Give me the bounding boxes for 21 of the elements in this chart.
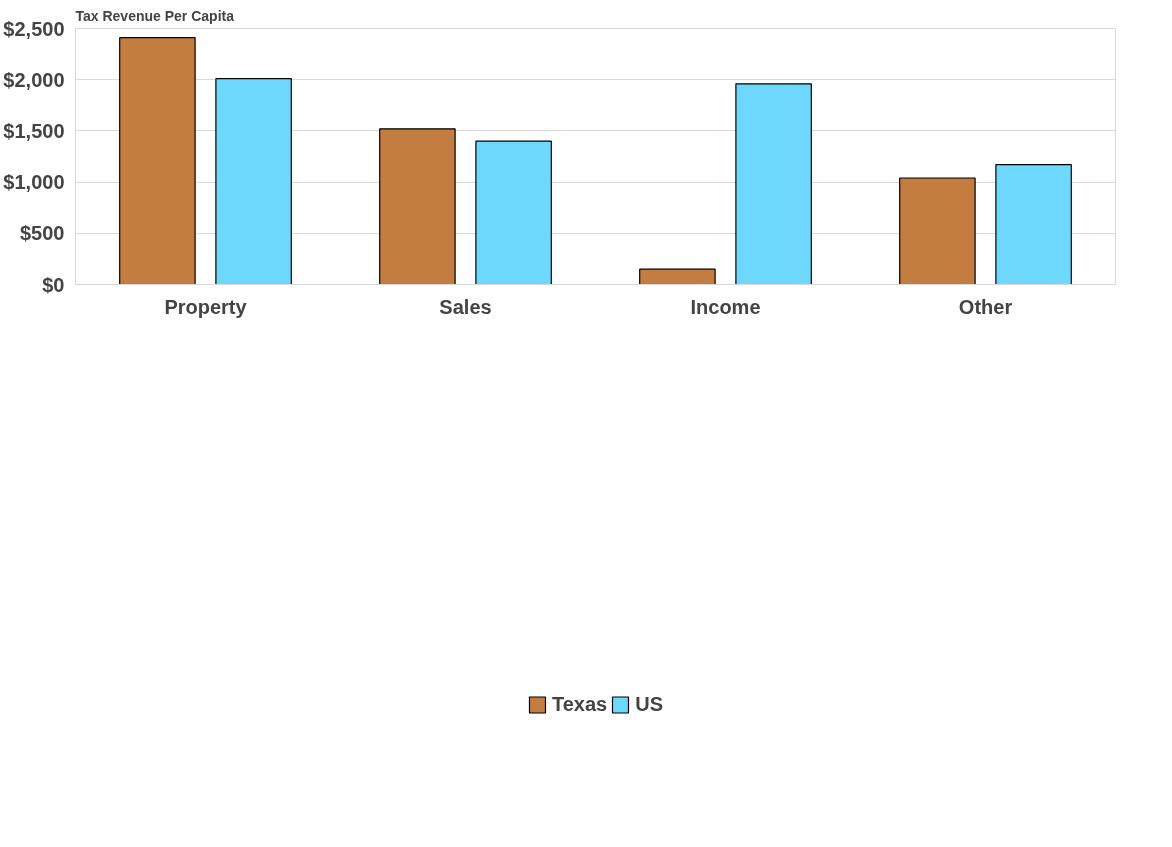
legend-label: US bbox=[635, 692, 664, 716]
bar bbox=[119, 37, 196, 285]
bar bbox=[475, 140, 552, 285]
y-tick-label: $2,500 bbox=[3, 17, 65, 40]
x-tick-label: Income bbox=[690, 295, 761, 318]
bar bbox=[215, 78, 292, 285]
y-tick-label: $1,500 bbox=[3, 119, 65, 142]
y-tick-label: $1,000 bbox=[3, 171, 65, 194]
x-tick-label: Sales bbox=[439, 295, 492, 318]
x-tick-label: Other bbox=[958, 295, 1013, 318]
bar bbox=[735, 83, 812, 285]
legend-label: Texas bbox=[551, 692, 608, 716]
bar bbox=[639, 268, 716, 285]
bar bbox=[899, 177, 976, 285]
y-tick-label: $2,000 bbox=[3, 68, 65, 91]
y-tick-label: $500 bbox=[20, 222, 65, 245]
bar bbox=[995, 164, 1072, 285]
x-tick-label: Property bbox=[164, 295, 248, 318]
bar bbox=[379, 128, 456, 285]
y-tick-label: $0 bbox=[42, 273, 65, 296]
chart-title: Tax Revenue Per Capita bbox=[75, 7, 235, 24]
